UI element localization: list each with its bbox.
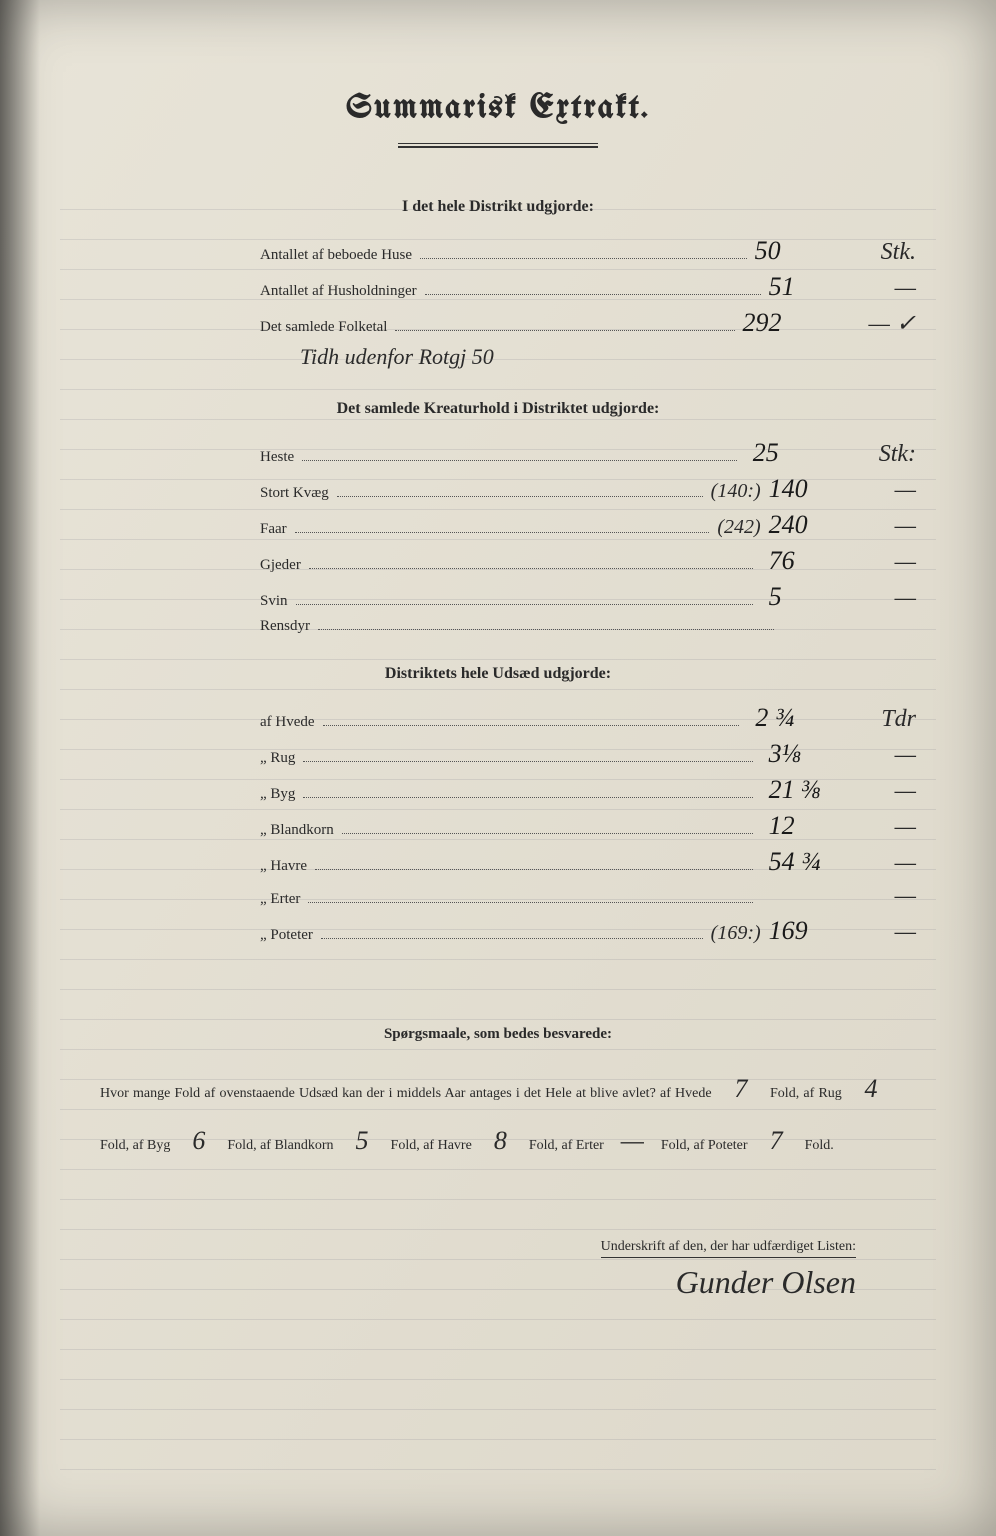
unit: Tdr bbox=[881, 706, 916, 733]
leader-dots bbox=[342, 832, 753, 834]
row-heste: Heste 25 Stk: bbox=[80, 438, 916, 468]
row-huse: Antallet af beboede Huse 50 Stk. bbox=[80, 236, 916, 266]
row-havre: „ Havre 54 ¾ — bbox=[80, 847, 916, 877]
page-title: Summarisk Extrakt. bbox=[80, 90, 916, 126]
label: Heste bbox=[260, 449, 294, 466]
leader-dots bbox=[303, 760, 752, 762]
unit: — bbox=[895, 850, 916, 877]
paren: (140:) bbox=[711, 480, 761, 503]
label: af Hvede bbox=[260, 714, 315, 731]
unit: — ✓ bbox=[869, 309, 916, 338]
label: „ Erter bbox=[260, 891, 300, 908]
label: Stort Kvæg bbox=[260, 485, 329, 502]
value: 5 bbox=[769, 582, 889, 612]
row-rug: „ Rug 3⅛ — bbox=[80, 739, 916, 769]
paren: (242) bbox=[717, 516, 760, 539]
label: „ Blandkorn bbox=[260, 822, 334, 839]
row-erter: „ Erter — bbox=[80, 883, 916, 910]
value: 3⅛ bbox=[769, 739, 889, 769]
unit: — bbox=[895, 742, 916, 769]
unit: — bbox=[895, 814, 916, 841]
value: 292 bbox=[743, 308, 863, 338]
leader-dots bbox=[296, 603, 753, 605]
value: 54 ¾ bbox=[769, 847, 889, 877]
document-page: Summarisk Extrakt. I det hele Distrikt u… bbox=[0, 0, 996, 1536]
label: Faar bbox=[260, 521, 287, 538]
value: 2 ¾ bbox=[755, 703, 875, 733]
label: „ Byg bbox=[260, 786, 295, 803]
value: 169 bbox=[769, 916, 889, 946]
unit: — bbox=[895, 549, 916, 576]
value: 240 bbox=[769, 510, 889, 540]
value: 140 bbox=[769, 474, 889, 504]
unit: Stk: bbox=[879, 441, 916, 468]
label: Det samlede Folketal bbox=[260, 319, 387, 336]
leader-dots bbox=[308, 901, 752, 903]
row-hvede: af Hvede 2 ¾ Tdr bbox=[80, 703, 916, 733]
label: Svin bbox=[260, 593, 288, 610]
row-gjeder: Gjeder 76 — bbox=[80, 546, 916, 576]
row-rensdyr: Rensdyr bbox=[80, 618, 916, 635]
value: 12 bbox=[769, 811, 889, 841]
label: Antallet af Husholdninger bbox=[260, 283, 417, 300]
row-folketal: Det samlede Folketal 292 — ✓ bbox=[80, 308, 916, 338]
leader-dots bbox=[420, 257, 747, 259]
leader-dots bbox=[302, 459, 737, 461]
leader-dots bbox=[303, 796, 752, 798]
leader-dots bbox=[321, 937, 703, 939]
unit: — bbox=[895, 778, 916, 805]
leader-dots bbox=[337, 495, 703, 497]
unit: Stk. bbox=[881, 239, 916, 266]
row-kvaeg: Stort Kvæg (140:) 140 — bbox=[80, 474, 916, 504]
label: Gjeder bbox=[260, 557, 301, 574]
value: 25 bbox=[753, 438, 873, 468]
label: Rensdyr bbox=[260, 618, 310, 635]
unit: — bbox=[895, 513, 916, 540]
row-blandkorn: „ Blandkorn 12 — bbox=[80, 811, 916, 841]
leader-dots bbox=[318, 628, 774, 630]
value: 50 bbox=[755, 236, 875, 266]
leader-dots bbox=[425, 293, 761, 295]
unit: — bbox=[895, 275, 916, 302]
label: „ Havre bbox=[260, 858, 307, 875]
leader-dots bbox=[323, 724, 740, 726]
leader-dots bbox=[315, 868, 753, 870]
value: 51 bbox=[769, 272, 889, 302]
row-byg: „ Byg 21 ⅜ — bbox=[80, 775, 916, 805]
label: Antallet af beboede Huse bbox=[260, 247, 412, 264]
title-underline bbox=[398, 146, 598, 148]
row-husholdninger: Antallet af Husholdninger 51 — bbox=[80, 272, 916, 302]
leader-dots bbox=[295, 531, 710, 533]
row-svin: Svin 5 — bbox=[80, 582, 916, 612]
unit: — bbox=[895, 883, 916, 910]
row-poteter: „ Poteter (169:) 169 — bbox=[80, 916, 916, 946]
leader-dots bbox=[395, 329, 734, 331]
value: 21 ⅜ bbox=[769, 775, 889, 805]
value: 76 bbox=[769, 546, 889, 576]
label: „ Poteter bbox=[260, 927, 313, 944]
label: „ Rug bbox=[260, 750, 295, 767]
paren: (169:) bbox=[711, 922, 761, 945]
leader-dots bbox=[309, 567, 753, 569]
row-faar: Faar (242) 240 — bbox=[80, 510, 916, 540]
unit: — bbox=[895, 585, 916, 612]
unit: — bbox=[895, 477, 916, 504]
unit: — bbox=[895, 919, 916, 946]
